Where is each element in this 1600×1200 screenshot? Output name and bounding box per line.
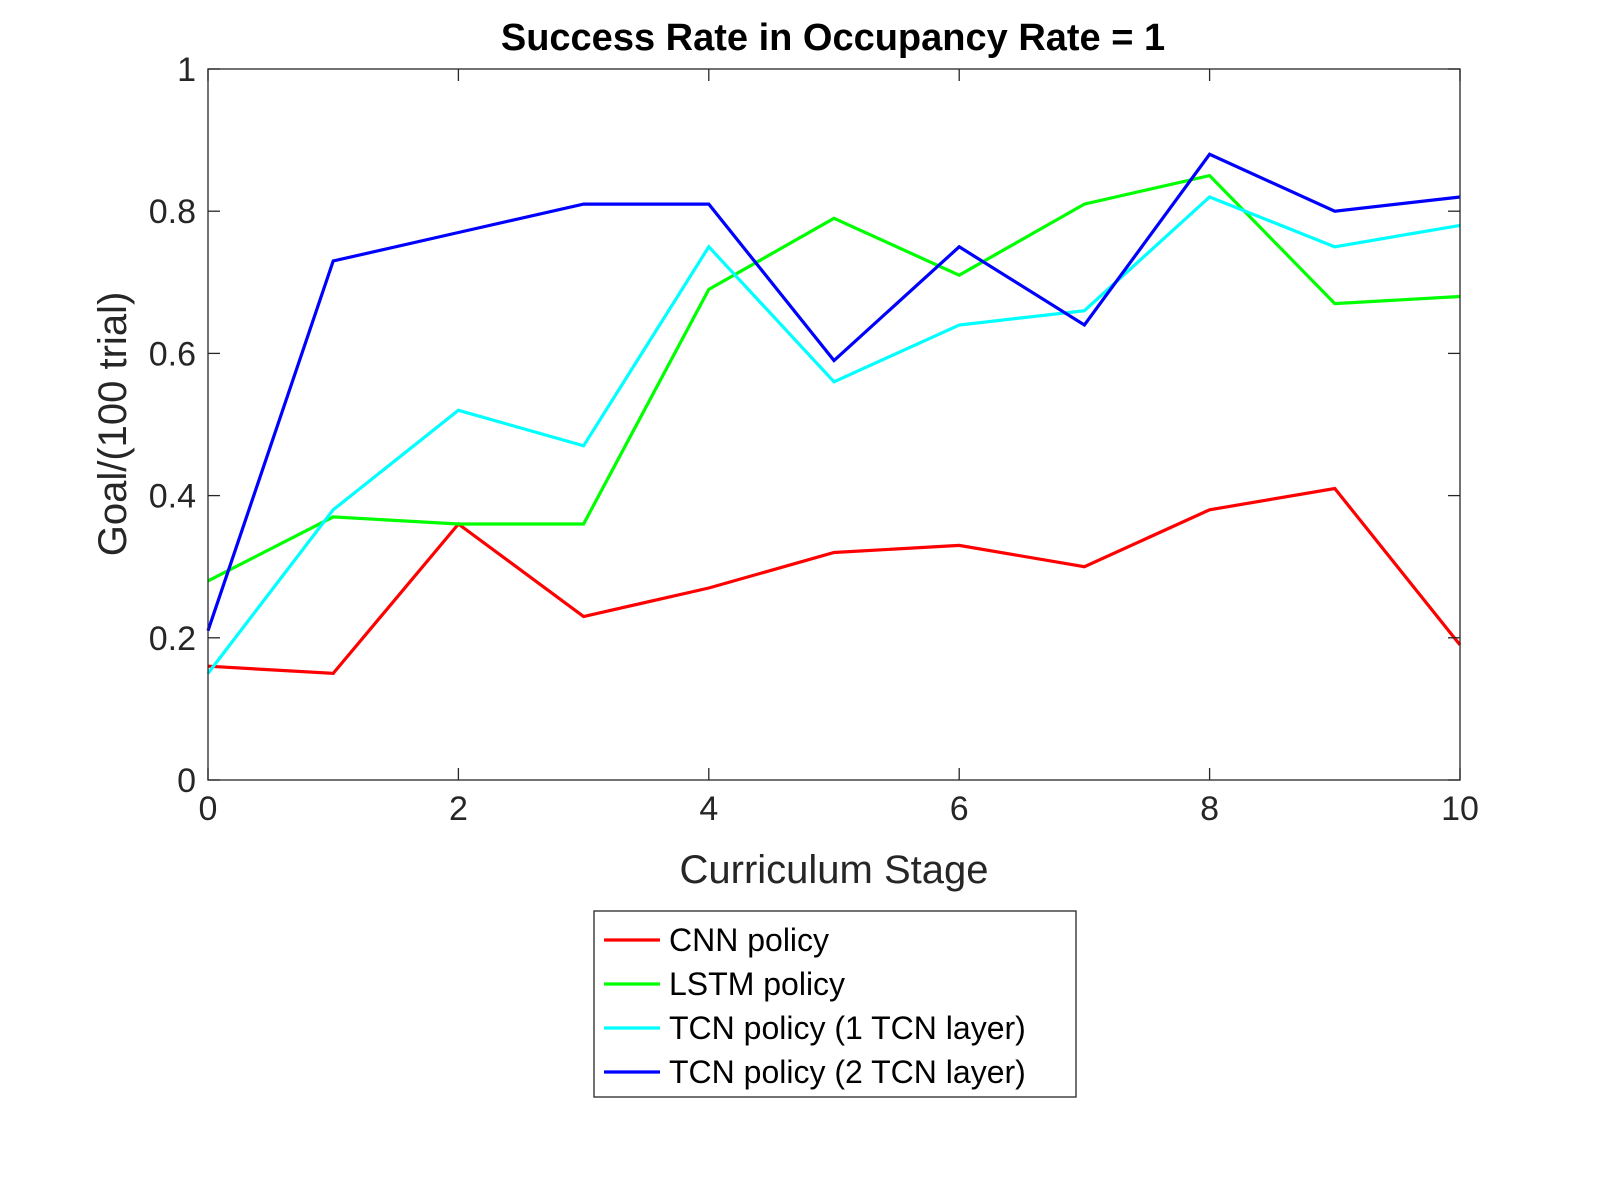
- legend-label: TCN policy (1 TCN layer): [669, 1010, 1026, 1046]
- x-tick-label: 6: [950, 790, 969, 828]
- series-1: [207, 486, 1462, 676]
- x-tick-label: 2: [449, 790, 468, 828]
- legend-box: [593, 910, 1077, 1098]
- x-tick-label: 8: [1200, 790, 1219, 828]
- legend-label: LSTM policy: [669, 966, 845, 1002]
- legend-label: CNN policy: [669, 922, 829, 958]
- legend-item: TCN policy (1 TCN layer): [604, 1010, 1026, 1046]
- y-tick-label: 1: [177, 51, 196, 89]
- series-line-4: [206, 152, 1461, 632]
- axis-ticks: 0 2 4 6 8 10 0 0.2 0.4 0.6 0.8 1: [149, 51, 1479, 828]
- legend-item: TCN policy (2 TCN layer): [604, 1054, 1026, 1090]
- x-tick-label: 10: [1441, 790, 1479, 828]
- x-tick-label: 0: [199, 790, 218, 828]
- y-tick-label: 0.2: [149, 620, 196, 658]
- legend-label: TCN policy (2 TCN layer): [669, 1054, 1026, 1090]
- legend: CNN policy LSTM policy TCN policy (1 TCN l…: [593, 910, 1077, 1098]
- y-tick-label: 0: [177, 762, 196, 800]
- series-3: [206, 195, 1461, 675]
- plot-area-frame: [207, 68, 1461, 781]
- y-tick-label: 0.6: [149, 335, 196, 373]
- series-line-1: [207, 486, 1462, 676]
- x-axis-title: Curriculum Stage: [679, 848, 988, 892]
- series-line-3: [206, 195, 1461, 675]
- legend-items: CNN policy LSTM policy TCN policy (1 TCN l…: [604, 922, 1026, 1090]
- y-tick-label: 0.4: [149, 478, 196, 516]
- x-tick-label: 4: [699, 790, 718, 828]
- series-layer: [206, 152, 1462, 676]
- y-axis-title: Goal/(100 trial): [91, 292, 135, 557]
- chart-title: Success Rate in Occupancy Rate = 1: [501, 17, 1165, 59]
- series-2: [207, 173, 1461, 583]
- legend-item: LSTM policy: [604, 966, 845, 1002]
- legend-item: CNN policy: [604, 922, 829, 958]
- series-line-2: [207, 173, 1461, 583]
- series-4: [206, 152, 1461, 632]
- y-tick-label: 0.8: [149, 193, 196, 231]
